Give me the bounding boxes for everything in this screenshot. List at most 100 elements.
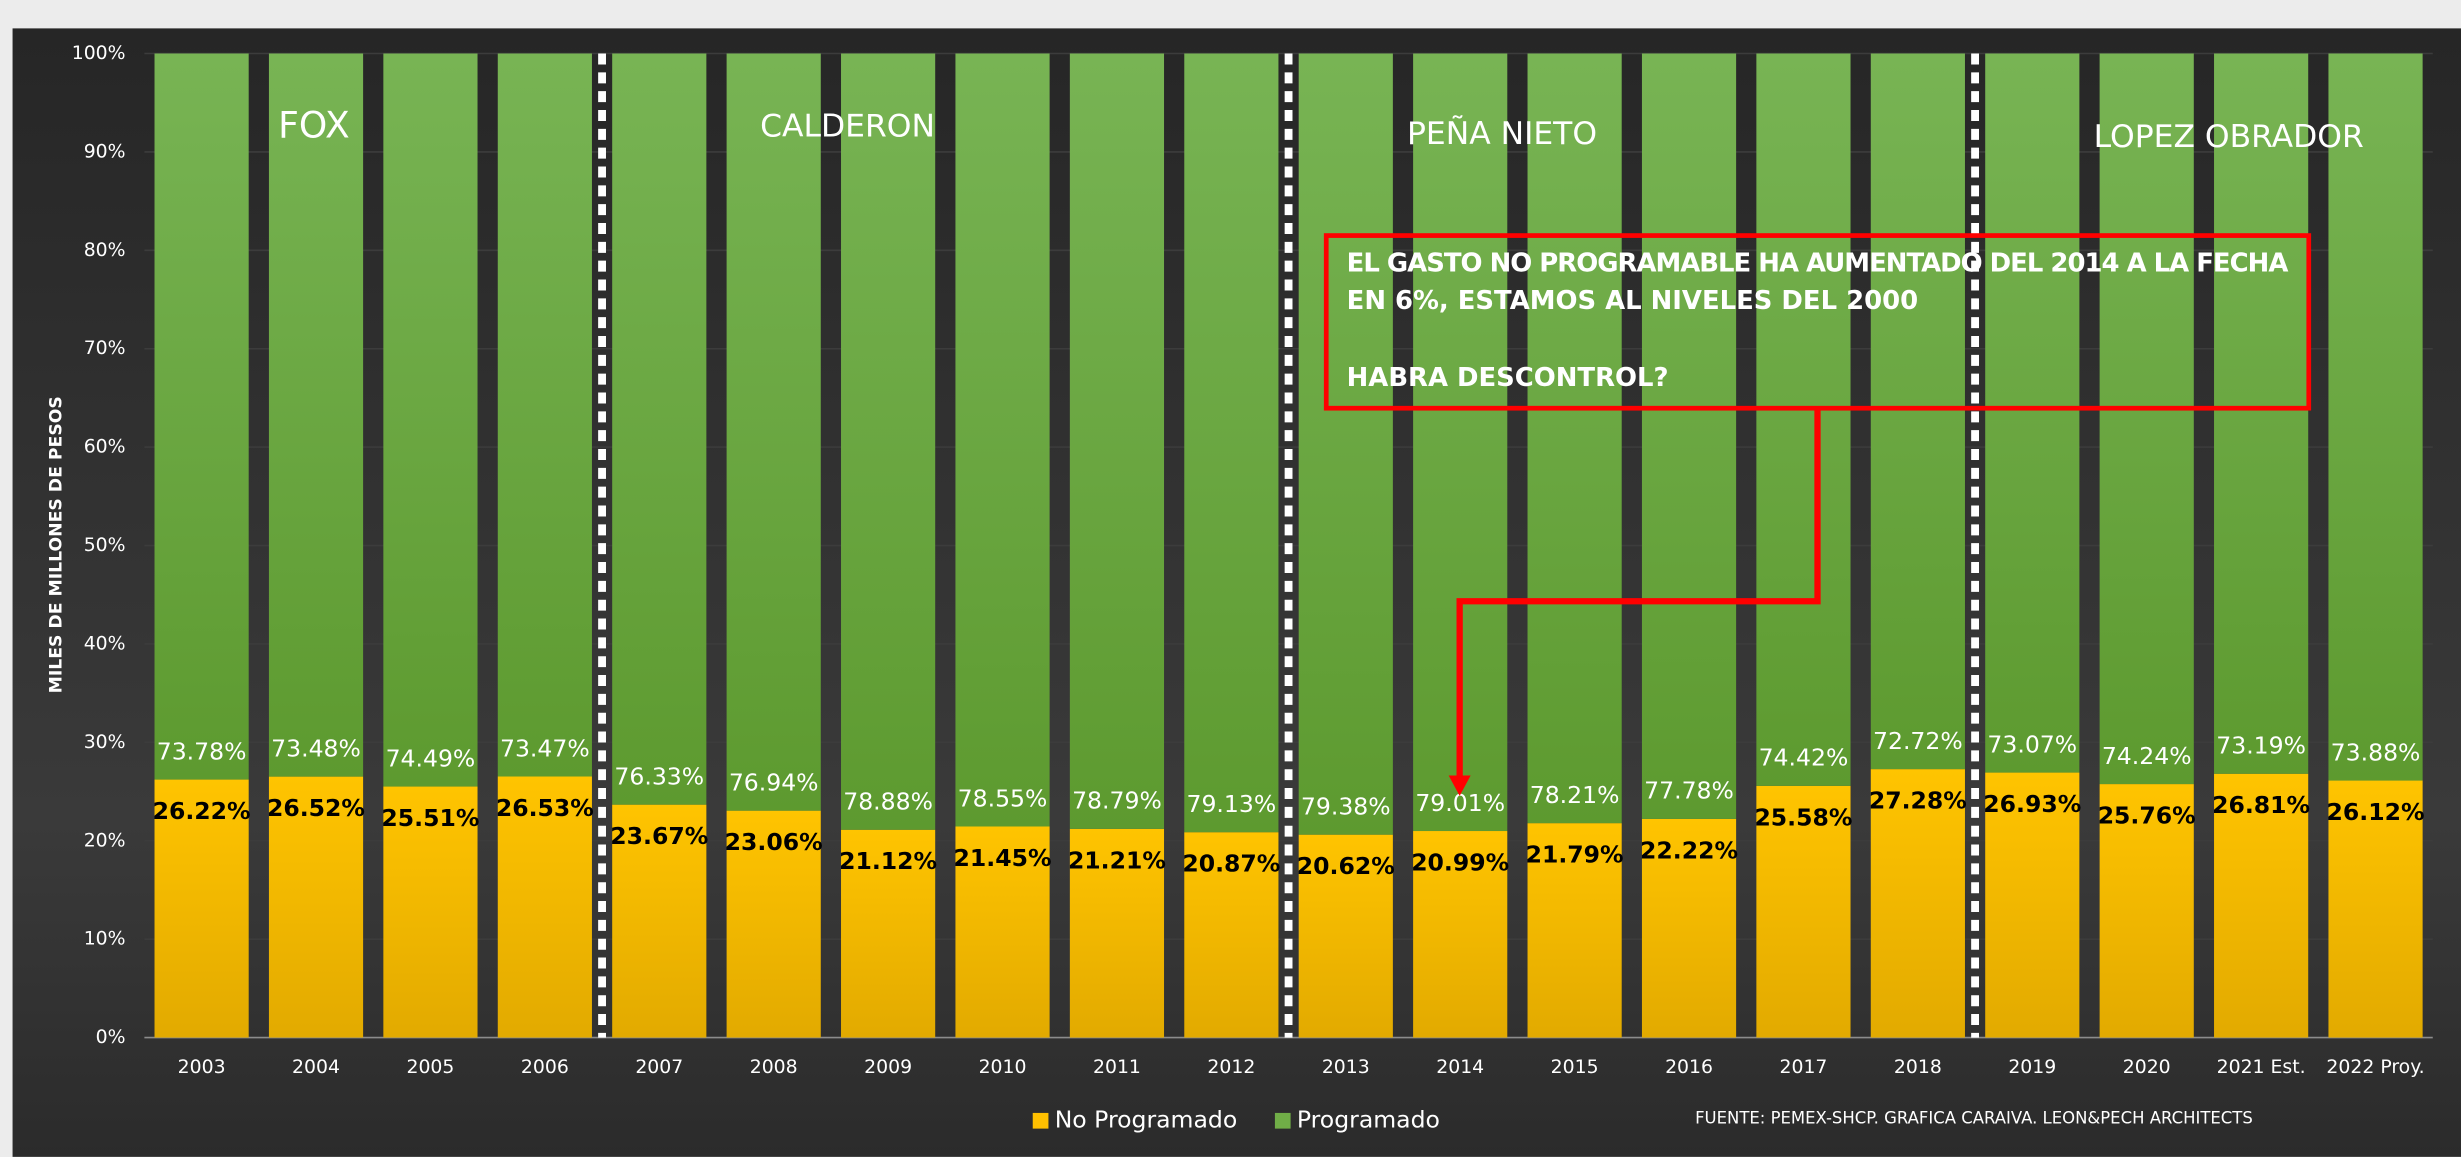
data-label: 20.62%: [1297, 852, 1395, 880]
bar-segment: [268, 776, 364, 1038]
legend-label: No Programado: [1055, 1105, 1238, 1133]
data-label: 26.22%: [153, 797, 251, 825]
y-tick-label: 40%: [84, 633, 126, 654]
y-axis-label: MILES DE MILLONES DE PESOS: [47, 396, 67, 693]
labels: 2003 26.22% 73.78% 2004 26.52% 73.48% 2005 25.5…: [153, 53, 2425, 1133]
x-tick-label: 2016: [1665, 1057, 1713, 1078]
data-label: 79.38%: [1301, 792, 1391, 820]
bar-segment: [1527, 53, 1622, 824]
era-label: LOPEZ OBRADOR: [2094, 119, 2364, 155]
data-label: 72.72%: [1873, 727, 1963, 755]
bar-segment: [1069, 53, 1165, 829]
bar-segment: [2328, 53, 2423, 781]
bar-segment: [1756, 53, 1851, 786]
era-label: CALDERON: [760, 108, 935, 144]
era-label: PEÑA NIETO: [1407, 114, 1597, 152]
bar-segment: [1870, 53, 1965, 770]
bar-segment: [383, 53, 478, 787]
data-label: 26.12%: [2327, 798, 2425, 826]
bar-segment: [841, 53, 936, 830]
data-label: 26.93%: [1983, 790, 2081, 818]
bar-segment: [1413, 831, 1508, 1038]
note-text: EL GASTO NO PROGRAMABLE HA AUMENTADO DEL…: [1347, 248, 2289, 278]
legend-swatch: [1274, 1112, 1291, 1129]
data-label: 21.21%: [1068, 846, 1166, 874]
data-label: 27.28%: [1869, 787, 1967, 815]
x-tick-label: 2005: [406, 1057, 454, 1078]
data-label: 21.45%: [954, 844, 1052, 872]
source-text: FUENTE: PEMEX-SHCP. GRAFICA CARAIVA. LEO…: [1695, 1109, 2253, 1128]
data-label: 73.48%: [271, 734, 361, 762]
data-label: 22.22%: [1640, 836, 1738, 864]
note-text: EN 6%, ESTAMOS AL NIVELES DEL 2000: [1347, 286, 1918, 316]
bar-segment: [1985, 53, 2080, 773]
bar-segment: [1641, 818, 1737, 1038]
bar-segment: [497, 776, 592, 1038]
data-label: 74.49%: [386, 744, 476, 772]
y-tick-label: 90%: [84, 141, 126, 162]
y-tick-label: 70%: [84, 338, 126, 359]
data-label: 21.12%: [839, 847, 937, 875]
data-label: 26.81%: [2212, 791, 2310, 819]
data-label: 76.94%: [729, 768, 819, 796]
y-tick-label: 0%: [96, 1027, 126, 1048]
x-tick-label: 2012: [1207, 1057, 1255, 1078]
data-label: 21.79%: [1526, 841, 1624, 869]
bar-segment: [1298, 834, 1393, 1038]
bar-segment: [1069, 828, 1165, 1038]
bar-segment: [268, 53, 364, 777]
x-tick-label: 2010: [979, 1057, 1027, 1078]
data-label: 78.79%: [1072, 787, 1162, 815]
bar-segment: [1184, 53, 1279, 833]
bar-segment: [1298, 53, 1393, 835]
data-label: 20.87%: [1182, 850, 1280, 878]
legend-label: Programado: [1297, 1105, 1440, 1133]
data-label: 73.19%: [2216, 732, 2306, 760]
x-tick-label: 2022 Proy.: [2326, 1057, 2424, 1078]
x-tick-label: 2015: [1551, 1057, 1599, 1078]
bar-segment: [2328, 780, 2423, 1038]
x-tick-label: 2013: [1322, 1057, 1370, 1078]
x-tick-label: 2020: [2123, 1057, 2171, 1078]
era-label: FOX: [278, 104, 350, 146]
data-label: 78.55%: [958, 784, 1048, 812]
x-tick-label: 2009: [864, 1057, 912, 1078]
data-label: 74.24%: [2102, 742, 2192, 770]
y-tick-label: 10%: [84, 929, 126, 950]
bar-segment: [1756, 785, 1851, 1038]
x-tick-label: 2014: [1436, 1057, 1484, 1078]
bar-segment: [1870, 769, 1965, 1038]
bar-segment: [726, 53, 821, 811]
data-label: 78.21%: [1530, 781, 1620, 809]
bar-segment: [497, 53, 592, 777]
data-label: 77.78%: [1644, 777, 1734, 805]
data-label: 73.47%: [500, 734, 590, 762]
x-tick-label: 2007: [635, 1057, 683, 1078]
data-label: 25.51%: [381, 804, 479, 832]
data-label: 74.42%: [1759, 744, 1849, 772]
y-tick-label: 50%: [84, 535, 126, 556]
legend-swatch: [1032, 1112, 1049, 1129]
data-label: 25.76%: [2098, 802, 2196, 830]
data-label: 73.88%: [2331, 738, 2421, 766]
data-label: 23.06%: [725, 828, 823, 856]
bar-segment: [1641, 53, 1737, 819]
y-tick-label: 20%: [84, 830, 126, 851]
data-label: 76.33%: [614, 762, 704, 790]
bar-segment: [154, 779, 249, 1038]
bar-segment: [1184, 832, 1279, 1038]
bar-segment: [2214, 773, 2309, 1038]
data-label: 73.07%: [1987, 730, 2077, 758]
bar-segment: [841, 829, 936, 1038]
data-label: 23.67%: [610, 822, 708, 850]
bar-segment: [955, 826, 1050, 1038]
bar-segment: [383, 786, 478, 1038]
bar-segment: [955, 53, 1050, 827]
data-label: 73.78%: [157, 737, 247, 765]
note-arrowhead: [1448, 775, 1471, 796]
x-tick-label: 2017: [1779, 1057, 1827, 1078]
x-tick-label: 2003: [178, 1057, 226, 1078]
x-tick-label: 2011: [1093, 1057, 1141, 1078]
